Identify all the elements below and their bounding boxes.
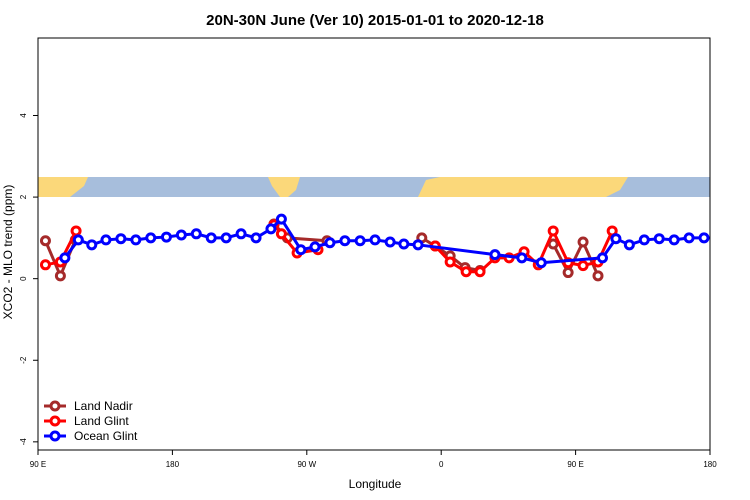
point <box>339 235 351 247</box>
x-tick-label: 0 <box>439 460 444 469</box>
point <box>100 234 112 246</box>
point <box>250 232 262 244</box>
point <box>70 225 82 237</box>
point <box>547 225 559 237</box>
point <box>275 228 287 240</box>
point <box>160 231 172 243</box>
point <box>653 233 665 245</box>
point <box>535 257 547 269</box>
point <box>39 259 51 271</box>
point <box>130 234 142 246</box>
x-tick-label: 180 <box>166 460 180 469</box>
legend-marker <box>49 430 61 442</box>
point <box>474 266 486 278</box>
point <box>220 232 232 244</box>
point <box>668 234 680 246</box>
point <box>384 236 396 248</box>
legend-marker <box>49 415 61 427</box>
point <box>354 235 366 247</box>
land <box>38 177 88 197</box>
point <box>562 267 574 279</box>
point <box>190 228 202 240</box>
point <box>175 229 187 241</box>
point <box>623 239 635 251</box>
x-axis-label: Longitude <box>349 477 402 491</box>
legend-label: Land Glint <box>74 414 129 428</box>
point <box>489 249 501 261</box>
point <box>638 234 650 246</box>
point <box>460 266 472 278</box>
point <box>398 238 410 250</box>
legend-marker <box>49 400 61 412</box>
point <box>324 237 336 249</box>
point <box>115 233 127 245</box>
land <box>418 177 628 197</box>
point <box>596 252 608 264</box>
land <box>268 177 300 197</box>
x-tick-label: 90 W <box>297 460 316 469</box>
point <box>145 232 157 244</box>
point <box>295 244 307 256</box>
y-axis-label: XCO2 - MLO trend (ppm) <box>1 185 15 320</box>
point <box>309 241 321 253</box>
legend-label: Land Nadir <box>74 399 133 413</box>
point <box>39 235 51 247</box>
point <box>369 234 381 246</box>
plot-frame <box>37 37 711 451</box>
point <box>205 232 217 244</box>
point <box>592 270 604 282</box>
y-tick-label: -2 <box>19 356 28 364</box>
map-strip <box>38 177 710 197</box>
point <box>86 239 98 251</box>
x-tick-label: 180 <box>703 460 717 469</box>
x-tick-label: 90 E <box>567 460 583 469</box>
point <box>412 239 424 251</box>
point <box>235 228 247 240</box>
point <box>265 223 277 235</box>
y-tick-label: 4 <box>19 113 28 118</box>
y-tick-label: -4 <box>19 438 28 446</box>
point <box>610 233 622 245</box>
point <box>275 213 287 225</box>
chart-title: 20N-30N June (Ver 10) 2015-01-01 to 2020… <box>206 12 544 29</box>
point <box>577 260 589 272</box>
point <box>698 232 710 244</box>
point <box>547 238 559 250</box>
point <box>683 232 695 244</box>
y-tick-label: 0 <box>19 276 28 281</box>
point <box>516 252 528 264</box>
point <box>72 234 84 246</box>
legend-label: Ocean Glint <box>74 429 138 443</box>
point <box>54 270 66 282</box>
point <box>444 256 456 268</box>
x-tick-label: 90 E <box>30 460 46 469</box>
point <box>577 236 589 248</box>
y-tick-label: 2 <box>19 194 28 199</box>
point <box>59 252 71 264</box>
